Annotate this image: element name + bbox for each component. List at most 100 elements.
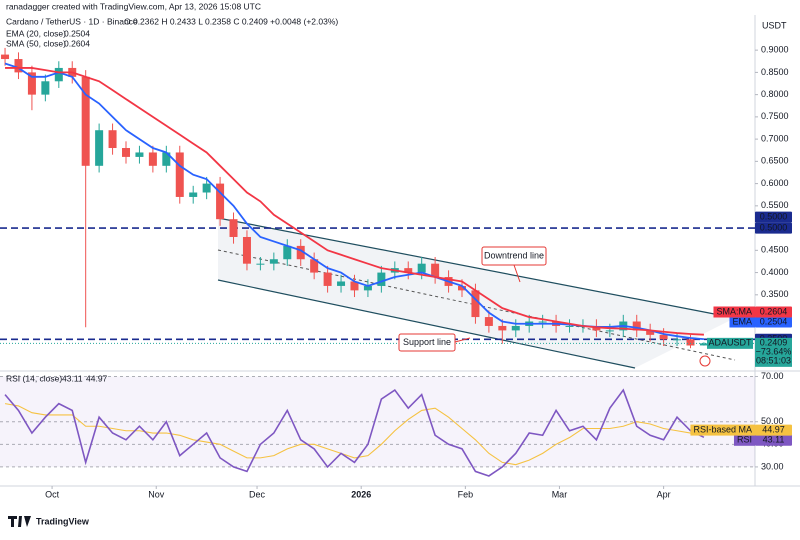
candle-body xyxy=(108,130,117,149)
axis-tag-name: EMA xyxy=(732,316,752,326)
y-tick-label: 30.00 xyxy=(761,461,784,471)
price-tag-change: −73.64% xyxy=(756,347,792,357)
candle-body xyxy=(229,219,238,237)
x-tick-label: 2026 xyxy=(351,489,371,499)
candle-body xyxy=(323,272,332,286)
candle-body xyxy=(202,183,211,193)
candle-body xyxy=(363,285,372,291)
annotation-box xyxy=(398,333,456,352)
y-tick-label: 0.7500 xyxy=(761,111,789,121)
candle-body xyxy=(471,290,480,318)
candle-body xyxy=(673,339,682,341)
y-tick-label: 0.8000 xyxy=(761,89,789,99)
logo-text: TradingView xyxy=(36,516,90,526)
y-tick-label: 0.8500 xyxy=(761,67,789,77)
candle-body xyxy=(377,272,386,286)
x-tick-label: Dec xyxy=(249,489,266,499)
y-tick-label: 0.4500 xyxy=(761,245,789,255)
candle-body xyxy=(659,334,668,340)
candle-body xyxy=(256,263,265,265)
legend-value: 0.2504 xyxy=(64,28,90,38)
ohlc: O 0.2362 H 0.2433 L 0.2358 C 0.2409 +0.0… xyxy=(124,16,338,26)
candle-body xyxy=(175,152,184,197)
candle-body xyxy=(95,130,104,166)
candle-body xyxy=(699,343,708,346)
candle-body xyxy=(135,152,144,157)
candle-body xyxy=(189,192,198,197)
candle-body xyxy=(81,76,90,166)
axis-tag xyxy=(755,306,792,318)
channel-bottom xyxy=(217,279,636,369)
candle-body xyxy=(686,339,695,346)
candle-body xyxy=(216,183,225,220)
y-tick-label: 0.7000 xyxy=(761,133,789,143)
axis-tag xyxy=(755,222,792,234)
x-tick-label: Apr xyxy=(657,489,671,499)
rsi-title: RSI (14, close) xyxy=(6,373,62,383)
candle-body xyxy=(242,236,251,264)
legend-value: 43.11 xyxy=(62,373,83,383)
axis-tag-bg xyxy=(729,316,755,328)
axis-tag-bg xyxy=(733,434,755,446)
candle-body xyxy=(605,330,614,332)
y-tick-label: 0.5500 xyxy=(761,200,789,210)
candle-body xyxy=(269,259,278,264)
candle-body xyxy=(283,245,292,260)
y-tick-label: 0.3500 xyxy=(761,289,789,299)
axis-tag xyxy=(755,434,792,446)
legend-value: 0.2604 xyxy=(64,38,90,48)
legend-value: 44.97 xyxy=(86,373,108,383)
x-tick-label: Nov xyxy=(148,489,165,499)
candle-body xyxy=(498,325,507,331)
credit: ranadagger created with TradingView.com,… xyxy=(6,1,261,11)
axis-tag-label: 0.2504 xyxy=(760,316,788,326)
annotation: Support line xyxy=(403,337,451,347)
candle-body xyxy=(148,152,157,166)
symbol: Cardano / TetherUS · 1D · Binance xyxy=(6,16,138,26)
axis-tag-name: SMA:MA xyxy=(716,306,752,316)
candle-body xyxy=(337,281,346,286)
candle-body xyxy=(646,330,655,335)
candle-body xyxy=(632,321,641,331)
axis-tag-bg xyxy=(713,306,755,318)
axis-tag-name: RSI xyxy=(737,435,752,445)
ma-line xyxy=(5,67,704,336)
candle-body xyxy=(310,259,319,273)
price-tag xyxy=(707,337,753,349)
candle-body xyxy=(27,72,36,95)
axis-tag xyxy=(755,424,792,436)
legend-name: EMA (20, close) xyxy=(6,28,66,38)
x-tick-label: Feb xyxy=(458,489,474,499)
candle-body xyxy=(484,317,493,326)
annotation-pointer xyxy=(513,264,521,283)
axis-tag-name: RSI-based MA xyxy=(693,424,752,434)
axis-tag xyxy=(755,211,792,223)
plot xyxy=(0,47,755,477)
rsi-line xyxy=(4,403,704,466)
candle-body xyxy=(162,152,171,166)
annotation: Downtrend line xyxy=(484,250,544,260)
y-tick-label: 0.6000 xyxy=(761,178,789,188)
candle-body xyxy=(458,285,467,291)
rsi-line xyxy=(4,388,705,477)
y-tick-label: 0.6500 xyxy=(761,156,789,166)
axis-tag-label: 0.5000 xyxy=(760,211,788,221)
y-tick-label: 70.00 xyxy=(761,371,784,381)
price-tag-value: 0.2409 xyxy=(760,338,788,348)
annotation-pointer xyxy=(454,337,471,343)
axis-tag-label: 0.5000 xyxy=(760,222,788,232)
x-tick-label: Mar xyxy=(552,489,568,499)
unit: USDT xyxy=(762,20,787,30)
logo: TradingView xyxy=(8,516,90,527)
candle-body xyxy=(350,281,359,291)
candle-body xyxy=(14,59,23,73)
y-tick-label: 0.4000 xyxy=(761,267,789,277)
price-tag-countdown: 08:51:03 xyxy=(756,356,791,366)
alert-icon[interactable] xyxy=(699,355,711,367)
candle-body xyxy=(1,54,10,60)
candle-body xyxy=(41,81,50,95)
candle-body xyxy=(296,245,305,260)
price-tag xyxy=(755,337,792,367)
axis-tag-label: 44.97 xyxy=(762,424,785,434)
rsi-band xyxy=(0,376,755,467)
